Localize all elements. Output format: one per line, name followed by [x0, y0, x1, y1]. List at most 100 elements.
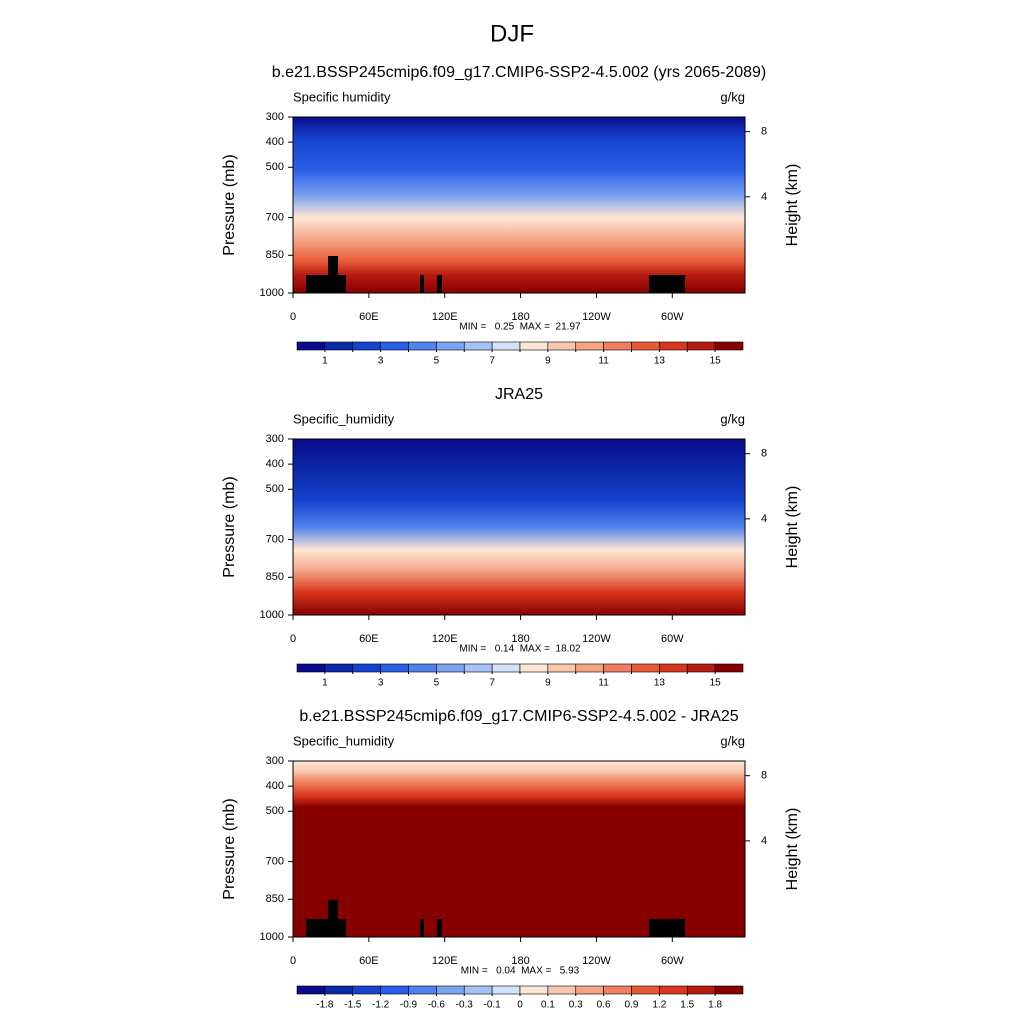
colorbar-box — [352, 341, 381, 351]
colorbar-label: 3 — [378, 678, 384, 689]
x-tick-label: 120E — [432, 633, 458, 645]
x-tick-label: 120W — [582, 633, 611, 645]
topography — [420, 919, 424, 937]
colorbar-label: 15 — [710, 678, 722, 689]
colorbar-box — [324, 663, 354, 673]
colorbar-label: 9 — [545, 678, 551, 689]
plot-frame — [292, 116, 746, 294]
colorbar-box — [519, 341, 549, 351]
colorbar-box — [714, 985, 744, 995]
colorbar-box — [491, 663, 521, 673]
colorbar-box — [686, 663, 716, 673]
figure-title: DJF — [490, 20, 534, 47]
colorbar-box — [659, 985, 688, 995]
y2-tick-label: 4 — [761, 835, 767, 847]
colorbar-box — [631, 341, 660, 351]
stats-label: MIN = 0.14 MAX = 18.02 — [459, 644, 581, 655]
topography — [437, 919, 442, 937]
colorbar-box — [463, 663, 493, 673]
colorbar-label: -0.3 — [456, 1000, 474, 1011]
colorbar-box — [603, 985, 632, 995]
colorbar-box — [380, 663, 409, 673]
colorbar-label: 0.6 — [597, 1000, 611, 1011]
left-label: Specific_humidity — [293, 411, 395, 426]
x-tick-label: 60W — [661, 633, 684, 645]
y-tick-label: 700 — [266, 533, 284, 545]
colorbar-label: 0 — [517, 1000, 523, 1011]
colorbar-box — [296, 985, 326, 995]
colorbar-box — [575, 341, 604, 351]
y-tick-label: 850 — [266, 893, 284, 905]
contour-field — [293, 117, 745, 293]
colorbar-label: -0.1 — [484, 1000, 502, 1011]
colorbar-box — [547, 341, 577, 351]
colorbar-label: 11 — [598, 356, 609, 367]
colorbar-box — [408, 341, 437, 351]
colorbar-box — [603, 341, 632, 351]
colorbar-box — [352, 985, 381, 995]
topography — [328, 900, 338, 937]
colorbar-label: 1.2 — [652, 1000, 666, 1011]
colorbar-box — [714, 663, 744, 673]
colorbar-label: -0.9 — [400, 1000, 418, 1011]
x-tick-label: 0 — [290, 633, 296, 645]
colorbar-box — [324, 341, 354, 351]
x-tick-label: 120W — [582, 955, 611, 967]
left-label: Specific_humidity — [293, 733, 395, 748]
stats-label: MIN = 0.04 MAX = 5.93 — [461, 966, 580, 977]
x-tick-label: 60W — [661, 955, 684, 967]
colorbar-box — [491, 985, 521, 995]
colorbar-label: 15 — [710, 356, 722, 367]
colorbar-label: 3 — [378, 356, 384, 367]
panel-title: b.e21.BSSP245cmip6.f09_g17.CMIP6-SSP2-4.… — [272, 64, 767, 81]
colorbar-box — [436, 985, 465, 995]
y2-axis-title: Height (km) — [784, 486, 801, 569]
colorbar-box — [352, 663, 381, 673]
x-tick-label: 60W — [661, 311, 684, 323]
y-tick-label: 300 — [266, 755, 284, 767]
x-tick-label: 120E — [432, 311, 458, 323]
x-tick-label: 180 — [511, 633, 529, 645]
contour-field — [293, 761, 745, 937]
colorbar-box — [380, 341, 409, 351]
colorbar-label: -0.6 — [428, 1000, 446, 1011]
colorbar-label: 0.9 — [625, 1000, 639, 1011]
colorbar-label: 1 — [322, 678, 328, 689]
x-tick-label: 0 — [290, 955, 296, 967]
colorbar-box — [659, 663, 688, 673]
colorbar-box — [547, 985, 577, 995]
colorbar-box — [603, 663, 632, 673]
colorbar-label: 7 — [489, 356, 495, 367]
y-tick-label: 400 — [266, 458, 284, 470]
x-tick-label: 60E — [359, 955, 379, 967]
x-tick-label: 60E — [359, 311, 379, 323]
y-tick-label: 300 — [266, 433, 284, 445]
plot-frame — [292, 438, 746, 616]
topography — [306, 919, 346, 937]
colorbar-label: 13 — [654, 356, 666, 367]
y2-tick-label: 8 — [761, 770, 767, 782]
colorbar-box — [631, 985, 660, 995]
y-tick-label: 1000 — [260, 609, 284, 621]
y-tick-label: 700 — [266, 855, 284, 867]
colorbar-label: 0.1 — [541, 1000, 555, 1011]
y-tick-label: 500 — [266, 161, 284, 173]
y-tick-label: 500 — [266, 483, 284, 495]
colorbar-box — [686, 985, 716, 995]
y2-axis-title: Height (km) — [784, 808, 801, 891]
y2-axis-title: Height (km) — [784, 164, 801, 247]
topography — [306, 275, 346, 293]
topography — [328, 256, 338, 293]
x-tick-label: 180 — [511, 311, 529, 323]
y-tick-label: 850 — [266, 249, 284, 261]
y2-tick-label: 8 — [761, 126, 767, 138]
colorbar-box — [491, 341, 521, 351]
panel-title: b.e21.BSSP245cmip6.f09_g17.CMIP6-SSP2-4.… — [299, 708, 738, 725]
colorbar-box — [686, 341, 716, 351]
left-label: Specific humidity — [293, 89, 391, 104]
y2-tick-label: 8 — [761, 448, 767, 460]
y-tick-label: 400 — [266, 136, 284, 148]
colorbar-box — [380, 985, 409, 995]
panel-title: JRA25 — [495, 386, 543, 403]
